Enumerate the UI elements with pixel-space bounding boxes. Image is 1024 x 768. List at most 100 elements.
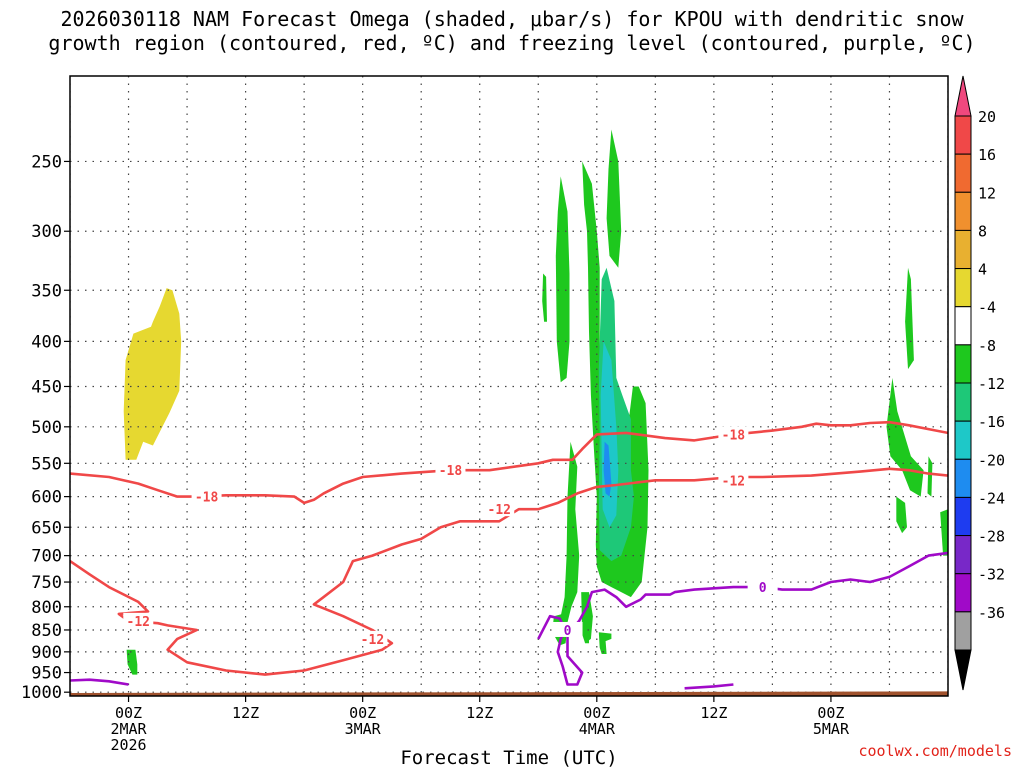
y-tick-label: 300: [31, 222, 62, 242]
contour-line-2: [70, 678, 129, 686]
omega-region-12: [886, 377, 924, 497]
colorbar-label: 12: [978, 184, 996, 202]
y-tick-label: 250: [31, 152, 62, 172]
contour-label-bg: [123, 612, 154, 628]
omega-region-6: [557, 441, 580, 639]
colorbar-label: 20: [978, 108, 996, 126]
omega-region-13: [927, 456, 933, 497]
x-tick-label: 00Z: [817, 704, 844, 722]
contour-label-bg: [718, 426, 749, 442]
omega-region-2: [542, 273, 547, 322]
colorbar-box: [954, 573, 972, 613]
colorbar-label: 16: [978, 146, 996, 164]
colorbar-label: -12: [978, 375, 1005, 393]
colorbar-box: [954, 382, 972, 422]
colorbar-label: -16: [978, 413, 1005, 431]
x-tick-label: 4MAR: [579, 720, 616, 738]
contour-line-4: [684, 683, 734, 690]
y-tick-label: 850: [31, 621, 62, 641]
omega-region-11: [905, 267, 914, 370]
colorbar-label: 8: [978, 222, 987, 240]
colorbar-top-arrow: [954, 75, 972, 117]
y-tick-label: 900: [31, 643, 62, 663]
x-tick-label: 5MAR: [813, 720, 850, 738]
colorbar-box: [954, 268, 972, 308]
y-tick-label: 450: [31, 377, 62, 397]
contour-label-bg: [552, 621, 583, 637]
x-tick-label: 00Z: [583, 704, 610, 722]
colorbar-box: [954, 344, 972, 384]
colorbar-label: -32: [978, 566, 1005, 584]
chart-title-line-1: 2026030118 NAM Forecast Omega (shaded, μ…: [60, 7, 964, 31]
colorbar-box: [954, 458, 972, 498]
y-tick-label: 350: [31, 281, 62, 301]
ground-layer: [70, 691, 948, 696]
contour-line-3: [537, 551, 948, 686]
x-tick-label: 2026: [110, 736, 146, 754]
chart-title-line-2: growth region (contoured, red, ºC) and f…: [48, 31, 976, 55]
x-tick-label: 00Z: [349, 704, 376, 722]
plot-frame: [69, 75, 949, 697]
omega-shading: [123, 129, 948, 675]
colorbar-box: [954, 229, 972, 270]
contour-lines: -18 -18 -18 -12 -12 -12 -12 0 0: [70, 420, 948, 690]
contour-label-bg: [484, 501, 515, 517]
contour-label: -12: [488, 503, 511, 518]
contour-label: -12: [127, 615, 150, 630]
site-credit: coolwx.com/models: [858, 742, 1012, 760]
y-tick-label: 500: [31, 418, 62, 438]
y-tick-label: 550: [31, 454, 62, 474]
y-tick-label: 600: [31, 488, 62, 508]
omega-region-5: [606, 129, 622, 268]
colorbar-box: [954, 191, 972, 231]
colorbar: 20 16 12 8 4 -4 -8 -12 -16 -20 -24 -28 -32 -36: [954, 75, 1005, 691]
contour-label: -12: [722, 474, 745, 489]
colorbar-label: -4: [978, 299, 996, 317]
contour-label: 0: [759, 581, 767, 596]
colorbar-box: [954, 115, 972, 155]
contour-label-bg: [435, 462, 466, 478]
colorbar-label: -24: [978, 489, 1005, 507]
y-tick-label: 750: [31, 573, 62, 593]
omega-region-10: [598, 632, 612, 654]
grid-lines: [70, 76, 948, 696]
y-tick-label: 950: [31, 664, 62, 684]
ground-fill: [70, 691, 948, 696]
x-tick-label: 3MAR: [345, 720, 382, 738]
y-tick-label: 800: [31, 598, 62, 618]
contour-label: 0: [564, 624, 572, 639]
contour-label: -18: [722, 428, 746, 443]
colorbar-label: -36: [978, 604, 1005, 622]
x-tick-label: 2MAR: [110, 720, 147, 738]
contour-label: -12: [361, 633, 384, 648]
omega-region-9: [585, 630, 589, 644]
y-axis: 2503003504004505005506006507007508008509…: [21, 152, 70, 703]
x-tick-label: 12Z: [700, 704, 727, 722]
y-tick-label: 650: [31, 518, 62, 538]
omega-region-0: [123, 288, 182, 460]
omega-region-3: [555, 176, 570, 383]
x-tick-label: 00Z: [115, 704, 142, 722]
colorbar-box: [954, 153, 972, 193]
plot-border: [69, 75, 949, 697]
x-axis-label: Forecast Time (UTC): [400, 747, 617, 768]
colorbar-box: [954, 496, 972, 537]
y-tick-label: 400: [31, 332, 62, 352]
contour-label-bg: [357, 630, 388, 646]
colorbar-box: [954, 611, 972, 651]
omega-region-18: [603, 441, 612, 497]
contour-line-1: [70, 467, 948, 676]
colorbar-label: -20: [978, 451, 1005, 469]
contour-label-bg: [718, 472, 749, 488]
colorbar-label: -28: [978, 528, 1005, 546]
colorbar-label: 4: [978, 261, 987, 279]
y-tick-label: 1000: [21, 683, 62, 703]
omega-region-7: [581, 592, 593, 644]
x-tick-label: 12Z: [466, 704, 493, 722]
colorbar-label: -8: [978, 337, 996, 355]
omega-region-1: [126, 649, 138, 675]
contour-label: -18: [195, 491, 219, 506]
contour-label-bg: [191, 488, 222, 504]
